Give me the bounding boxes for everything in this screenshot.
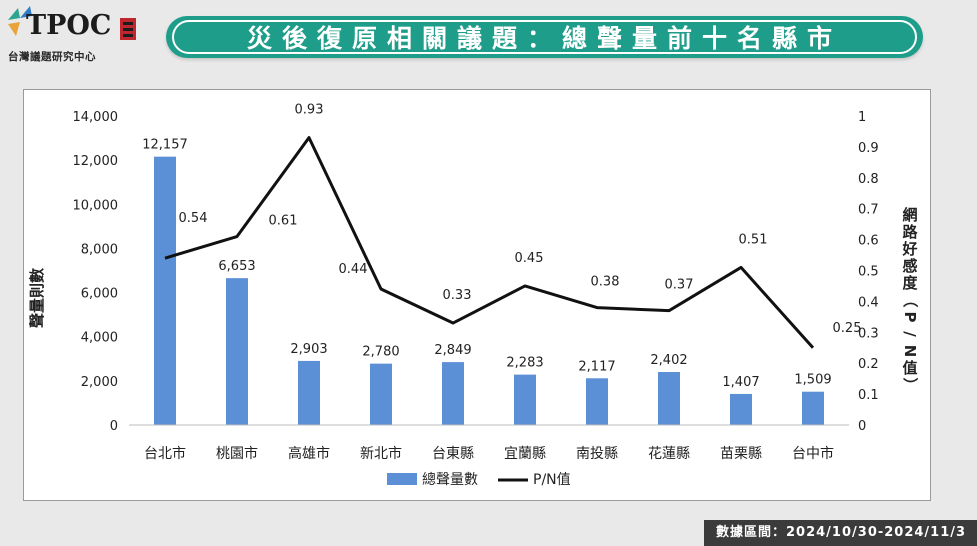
bar — [298, 360, 320, 425]
bar — [586, 378, 608, 425]
y2-tick-label: 0.2 — [858, 357, 879, 372]
y2-title-char: 路 — [902, 223, 918, 241]
y-tick-label: 4,000 — [81, 331, 118, 346]
legend-bar-swatch — [387, 473, 417, 485]
logo-text: TPOC — [26, 10, 112, 41]
bar — [658, 371, 680, 425]
bar-value-label: 6,653 — [218, 259, 255, 274]
x-tick-label: 高雄市 — [288, 445, 330, 462]
bar-value-label: 1,407 — [722, 375, 759, 390]
y2-tick-label: 0.9 — [858, 141, 879, 156]
y2-title-char: ） — [901, 377, 919, 392]
line-value-label: 0.25 — [833, 321, 862, 336]
x-tick-label: 新北市 — [360, 445, 402, 462]
y-tick-label: 0 — [110, 419, 118, 434]
bar — [802, 391, 824, 425]
y-tick-label: 10,000 — [73, 198, 119, 213]
date-range-footer: 數據區間：2024/10/30-2024/11/3 — [704, 520, 977, 546]
line-value-label: 0.61 — [269, 214, 298, 229]
y2-tick-label: 0.5 — [858, 265, 879, 280]
bar-value-label: 2,117 — [578, 359, 615, 374]
y-tick-label: 8,000 — [81, 242, 118, 257]
y2-title-char: P — [901, 312, 919, 323]
bar-value-label: 2,283 — [506, 356, 543, 371]
y2-tick-label: 0.8 — [858, 172, 879, 187]
y2-title-char: 好 — [901, 240, 917, 258]
x-tick-label: 台中市 — [792, 445, 834, 462]
line-value-label: 0.93 — [295, 103, 324, 118]
line-value-label: 0.51 — [739, 232, 768, 247]
bar — [370, 363, 392, 425]
y-axis-right: 0 0.1 0.2 0.3 0.4 0.5 0.6 0.7 0.8 0.9 1 — [858, 110, 879, 434]
y2-tick-label: 0.4 — [858, 295, 879, 310]
y-axis-left: 0 2,000 4,000 6,000 8,000 10,000 12,000 14,000 — [73, 110, 119, 434]
bar — [514, 374, 536, 425]
y2-title-char: 網 — [902, 206, 917, 224]
y2-tick-label: 1 — [858, 110, 866, 125]
y2-title-char: / — [901, 331, 919, 337]
y2-tick-label: 0 — [858, 419, 866, 434]
line-value-label: 0.44 — [339, 262, 368, 277]
combo-chart: 02,0004,0006,0008,00010,00012,00014,000 … — [28, 103, 919, 488]
y2-title-char: 值 — [902, 359, 917, 377]
bar — [226, 278, 248, 425]
line-value-label: 0.33 — [443, 288, 472, 303]
x-tick-label: 台東縣 — [432, 446, 474, 462]
bar-value-label: 2,402 — [650, 353, 687, 368]
y-axis-title-left: 聲量則數 — [28, 268, 46, 328]
y-tick-label: 12,000 — [73, 154, 119, 169]
bar — [730, 393, 752, 425]
y-tick-label: 14,000 — [73, 110, 119, 125]
chart-frame: 0 2,000 4,000 6,000 8,000 10,000 12,000 14,000 … — [23, 89, 931, 501]
x-tick-label: 苗栗縣 — [720, 446, 762, 462]
x-axis: 台北市 桃園市 高雄市 新北市 台東縣 宜蘭縣 南投縣 花蓮縣 苗栗縣 台中市 — [129, 424, 849, 462]
y2-title-char: N — [901, 345, 919, 358]
bar-value-label: 2,903 — [290, 342, 327, 357]
line-series — [164, 136, 815, 349]
logo-mark-icon — [8, 6, 32, 36]
legend-bar-label: 總聲量數 — [422, 471, 478, 488]
bar — [442, 362, 464, 425]
x-tick-label: 桃園市 — [216, 445, 258, 462]
bar-value-label: 1,509 — [794, 373, 831, 388]
logo-subtitle: 台灣議題研究中心 — [8, 51, 96, 63]
y2-tick-label: 0.6 — [858, 234, 879, 249]
logo-emblem-icon — [120, 18, 136, 40]
line-value-label: 0.38 — [591, 275, 620, 290]
line-value-label: 0.54 — [179, 211, 208, 226]
page-title: 災後復原相關議題：總聲量前十名縣市 — [172, 20, 917, 54]
tpoc-logo: TPOC 台灣議題研究中心 — [6, 6, 146, 68]
chart-legend: 總聲量數 P/N值 — [387, 471, 571, 488]
pn-line — [164, 136, 815, 349]
x-tick-label: 台北市 — [144, 445, 186, 462]
bar-value-label: 2,849 — [434, 343, 471, 358]
bar-value-label: 2,780 — [362, 345, 399, 360]
y2-title-char: 度 — [902, 274, 918, 292]
y2-tick-label: 0.3 — [858, 326, 879, 341]
bar — [154, 156, 176, 425]
bar-series — [154, 156, 824, 425]
line-value-label: 0.37 — [665, 278, 694, 293]
x-tick-label: 宜蘭縣 — [504, 446, 546, 462]
bar-labels: 12,157 6,653 2,903 2,780 2,849 2,283 2,117 2,40… — [142, 138, 831, 390]
bar-value-label: 12,157 — [142, 138, 188, 153]
y-tick-label: 2,000 — [81, 375, 118, 390]
legend-line-label: P/N值 — [533, 472, 571, 488]
line-value-label: 0.45 — [515, 251, 544, 266]
y-tick-label: 6,000 — [81, 287, 118, 302]
line-labels: 0.54 0.61 0.93 0.44 0.33 0.45 0.38 0.37 0.51 0.25 — [179, 103, 862, 336]
y2-tick-label: 0.1 — [858, 388, 879, 403]
x-tick-label: 南投縣 — [576, 446, 618, 462]
y2-tick-label: 0.7 — [858, 203, 879, 218]
y2-title-char: 感 — [902, 257, 917, 275]
x-tick-label: 花蓮縣 — [648, 446, 690, 462]
title-banner: 災後復原相關議題：總聲量前十名縣市 — [166, 16, 923, 58]
y2-title-char: （ — [901, 292, 919, 307]
